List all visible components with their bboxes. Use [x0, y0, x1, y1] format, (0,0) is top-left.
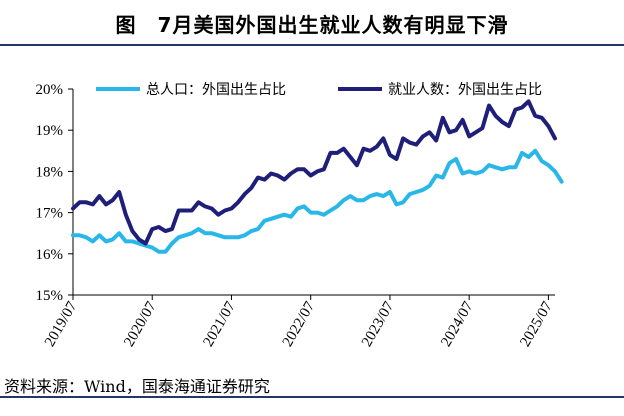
x-tick-label: 2025/07	[517, 299, 556, 350]
title-bar	[0, 0, 624, 46]
y-tick-label: 18%	[36, 164, 64, 180]
legend-label: 就业人数：外国出生占比	[388, 82, 542, 98]
y-axis: 20% 19% 18% 17% 16% 15%	[36, 82, 74, 304]
legend-label: 总人口：外国出生占比	[146, 82, 286, 98]
x-tick-label: 2023/07	[359, 299, 398, 350]
legend: 总人口：外国出生占比 就业人数：外国出生占比	[96, 82, 542, 98]
x-tick-label: 2019/07	[42, 299, 81, 350]
source-note: 资料来源：Wind，国泰海通证券研究	[4, 377, 270, 396]
y-tick-label: 20%	[36, 82, 64, 98]
series-layer	[71, 99, 564, 254]
x-axis: 2019/07 2020/07 2021/07 2022/07 2023/07 2024/…	[42, 294, 556, 350]
y-tick-label: 19%	[36, 123, 64, 139]
x-tick-label: 2021/07	[200, 299, 239, 350]
series-line-population-share	[71, 148, 564, 254]
x-tick-label: 2020/07	[121, 299, 160, 350]
x-tick-label: 2024/07	[438, 299, 477, 350]
y-tick-label: 16%	[36, 247, 64, 263]
y-tick-label: 17%	[36, 206, 64, 222]
y-tick-label: 15%	[36, 288, 64, 304]
x-tick-label: 2022/07	[280, 299, 319, 350]
series-line-employment-share	[71, 99, 557, 246]
bottom-rule	[0, 396, 624, 398]
chart-title: 图 7月美国外国出生就业人数有明显下滑	[115, 13, 509, 37]
